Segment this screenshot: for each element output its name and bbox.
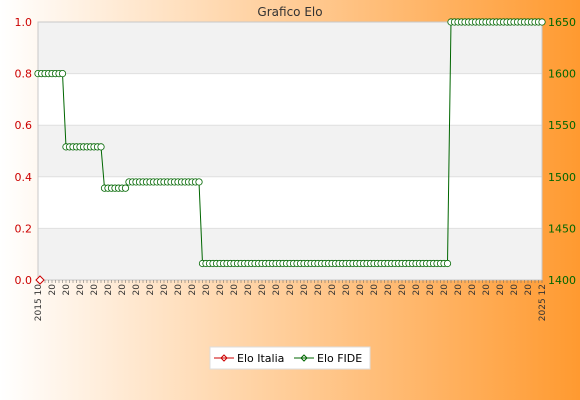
x-tick-label: 20 (216, 284, 226, 296)
right-axis-tick-label: 1400 (548, 274, 576, 287)
chart-title: Grafico Elo (257, 5, 322, 19)
data-point-elo-fide (97, 143, 105, 151)
data-point-elo-fide (58, 70, 67, 78)
axes: 0.0 0.2 0.4 0.6 0.8 1.0 1400 1450 1500 1550 1600 16… (15, 16, 577, 321)
left-axis-tick-label: 0.2 (15, 222, 33, 235)
left-axis-tick-label: 0.8 (15, 68, 33, 81)
left-axis-tick-label: 1.0 (15, 16, 33, 29)
x-tick-label: 20 (258, 284, 268, 296)
legend-marker-elo-italia (220, 354, 228, 362)
x-tick-label: 20 (454, 284, 464, 296)
x-tick-label: 20 (314, 284, 324, 296)
data-point-elo-fide (121, 184, 130, 192)
data-point-elo-fide (195, 178, 203, 186)
left-axis-tick-label: 0.4 (15, 171, 33, 184)
x-tick-label: 20 (202, 284, 212, 296)
series-layer (34, 18, 546, 285)
right-axis-tick-label: 1450 (548, 222, 576, 235)
plot-area (37, 21, 543, 281)
x-tick-label: 20 (272, 284, 282, 296)
x-tick-label: 20 (342, 284, 352, 296)
legend: Elo Italia Elo FIDE (209, 346, 371, 370)
x-tick-label: 20 (160, 284, 170, 296)
x-tick-label: 20 (286, 284, 296, 296)
right-axis-tick-label: 1600 (548, 68, 576, 81)
x-tick-label: 20 (510, 284, 520, 296)
x-tick-label: 20 (300, 284, 310, 296)
x-tick-label: 20 (174, 284, 184, 296)
x-tick-label: 20 (482, 284, 492, 296)
right-axis-tick-label: 1500 (548, 171, 576, 184)
x-tick-label: 20 (48, 284, 58, 296)
x-tick-label: 20 (468, 284, 478, 296)
x-tick-label: 20 (118, 284, 128, 296)
grid-band (38, 125, 542, 177)
x-tick-label: 20 (146, 284, 156, 296)
x-tick-label: 20 (230, 284, 240, 296)
x-tick-label: 20 (370, 284, 380, 296)
x-tick-label: 20 (524, 284, 534, 296)
x-tick-label: 2015 10 (34, 284, 44, 321)
data-point-elo-fide (538, 18, 546, 26)
legend-box (209, 346, 371, 370)
x-tick-label: 20 (132, 284, 142, 296)
right-axis-tick-label: 1650 (548, 16, 576, 29)
x-tick-label: 20 (90, 284, 100, 296)
x-tick-label: 20 (412, 284, 422, 296)
right-axis-tick-label: 1550 (548, 119, 576, 132)
left-axis-tick-label: 0.6 (15, 119, 33, 132)
left-axis-tick-label: 0.0 (15, 274, 33, 287)
data-point-elo-italia (35, 275, 45, 285)
legend-label-elo-italia: Elo Italia (237, 352, 284, 365)
x-tick-label: 20 (398, 284, 408, 296)
x-tick-label: 20 (328, 284, 338, 296)
x-tick-label: 20 (496, 284, 506, 296)
grid-band (38, 228, 542, 280)
x-tick-label: 20 (244, 284, 254, 296)
x-tick-label: 20 (384, 284, 394, 296)
x-tick-label: 20 (62, 284, 72, 296)
x-tick-label: 20 (356, 284, 366, 296)
grid-band (38, 22, 542, 74)
x-tick-label: 20 (76, 284, 86, 296)
legend-label-elo-fide: Elo FIDE (317, 352, 362, 365)
x-tick-label: 2025 12 (538, 284, 548, 321)
legend-marker-elo-fide (300, 354, 308, 362)
x-tick-label: 20 (104, 284, 114, 296)
data-point-elo-fide (443, 259, 452, 268)
x-tick-label: 20 (426, 284, 436, 296)
x-tick-label: 20 (188, 284, 198, 296)
x-tick-label: 20 (440, 284, 450, 296)
